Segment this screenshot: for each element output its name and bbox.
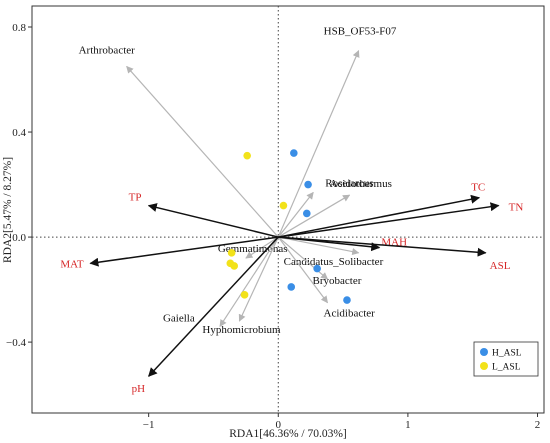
legend-marker-l-asl [480,362,488,370]
sample-points [226,149,351,304]
x-tick-label: 2 [535,419,541,431]
species-vector-hsb-of53-f07 [277,49,360,238]
y-tick-label: 0.4 [12,127,26,139]
species-label-hyphomicrobium: Hyphomicrobium [202,324,281,336]
legend-label-h-asl: H_ASL [492,349,522,359]
species-vector-acidibacter [277,236,329,304]
species-label-bryobacter: Bryobacter [313,275,362,287]
legend-box [473,341,539,377]
plot-frame [31,5,545,414]
point-h-asl-5 [287,283,296,291]
env-label-tc: TC [471,182,485,194]
y-tick-label: −0.4 [6,337,26,349]
env-vector-ph [148,236,279,377]
x-tick-label: 1 [405,419,411,431]
env-label-tn: TN [509,202,524,214]
x-tick-label: 0 [276,419,282,431]
point-h-asl-2 [304,180,312,189]
species-label-candidatus-solibacter: Candidatus_Solibacter [284,256,384,268]
y-axis-ticks: −0.4 0.0 0.4 0.8 [6,22,32,349]
point-h-asl-3 [302,209,311,218]
point-l-asl-5 [230,262,239,270]
species-vector-hyphomicrobium [238,236,279,322]
point-h-asl-6 [343,296,351,304]
species-vector-candidatus-solibacter [278,236,360,256]
x-tick-label: −1 [143,419,155,431]
species-label-acidothermus: Acidothermus [330,178,392,190]
point-h-asl-1 [290,149,298,157]
legend-marker-h-asl [480,348,488,356]
env-label-tp: TP [129,192,142,204]
species-label-gaiella: Gaiella [163,312,195,324]
x-axis-ticks: −1 0 1 2 [143,413,540,431]
point-l-asl-1 [243,151,251,160]
y-axis-title: RDA2[5.47% / 8.27%] [2,157,14,263]
point-h-asl-4 [313,264,321,273]
env-vector-asl [278,236,487,257]
x-axis-title: RDA1[46.36% / 70.03%] [229,428,347,440]
y-tick-label: 0.0 [12,232,26,244]
point-l-asl-3 [227,249,236,257]
env-vector-tn [278,202,500,238]
species-label-arthrobacter: Arthrobacter [79,44,136,56]
legend-label-l-asl: L_ASL [492,363,521,373]
species-vectors: Arthrobacter HSB_OF53-F07 RoseiarcusAcidot… [79,26,397,336]
env-vector-mat [89,236,279,267]
species-vector-gemmatimonas [245,236,279,259]
species-vector-roseiarcus [277,191,314,238]
env-vector-tp [147,203,279,238]
species-label-hsb-of53-f07: HSB_OF53-F07 [324,26,397,38]
species-label-acidibacter: Acidibacter [324,308,376,320]
species-label-roseiarcus: Roseiarcus [325,177,373,189]
species-vector-gaiella [219,236,279,327]
env-vector-tc [278,194,481,238]
point-l-asl-6 [240,291,249,299]
point-l-asl-2 [279,201,288,210]
species-vector-arthrobacter [126,65,279,238]
env-label-mat: MAT [60,258,84,270]
species-vector-acidothermus [277,194,351,238]
y-tick-label: 0.8 [12,22,26,34]
legend: H_ASL L_ASL [473,341,539,377]
env-label-ph: pH [132,383,146,395]
env-label-asl: ASL [490,260,511,272]
species-vector-bryobacter [277,236,329,280]
